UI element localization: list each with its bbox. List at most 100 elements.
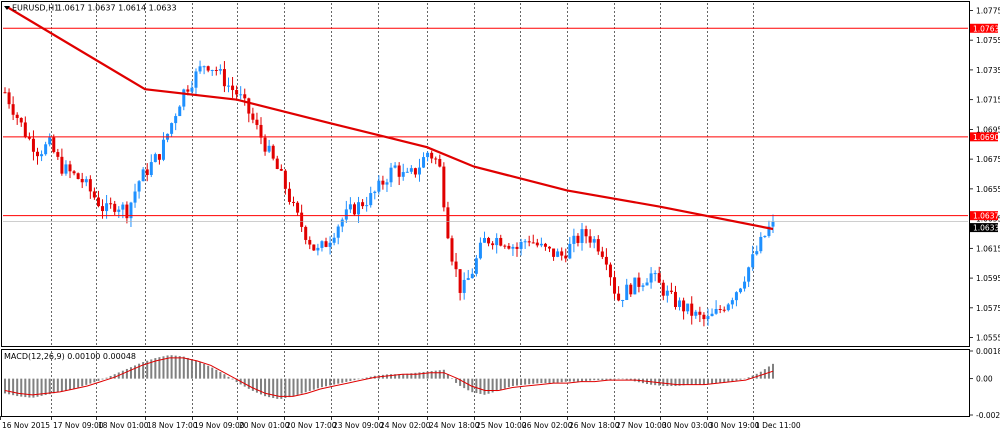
candle-body <box>759 236 763 252</box>
macd-histogram-bar <box>459 378 462 386</box>
candle-body <box>340 219 344 227</box>
price-tick-label: 1.0715 <box>976 96 1000 105</box>
macd-histogram-bar <box>308 378 311 391</box>
time-axis-label: 24 Nov 18:00 <box>429 421 480 430</box>
macd-histogram-bar <box>142 362 145 379</box>
candle-body <box>678 300 682 307</box>
macd-histogram-bar <box>589 378 592 381</box>
candle-body <box>535 242 539 246</box>
candle-body <box>109 203 113 205</box>
macd-histogram-bar <box>97 378 100 381</box>
candle-body <box>369 193 373 206</box>
macd-histogram-bar <box>520 378 523 386</box>
candle-body <box>543 243 547 247</box>
candle-body <box>88 179 92 192</box>
macd-histogram-bar <box>325 378 328 387</box>
candle-body <box>482 237 486 243</box>
candle-body <box>645 282 649 286</box>
candle-body <box>287 188 291 202</box>
candle-body <box>214 69 218 71</box>
macd-histogram-bar <box>174 355 177 379</box>
candle-body <box>617 293 621 301</box>
macd-histogram-bar <box>247 378 250 389</box>
candle-body <box>113 203 117 212</box>
macd-histogram-bar <box>60 378 63 392</box>
candle-body <box>730 300 734 305</box>
macd-histogram-bar <box>568 378 571 382</box>
candle-body <box>377 180 381 192</box>
price-tag-level <box>970 211 998 221</box>
candle-body <box>653 273 657 275</box>
candle-body <box>690 303 694 316</box>
candle-body <box>389 167 393 183</box>
macd-histogram-bar <box>438 370 441 379</box>
candle-body <box>487 237 491 244</box>
candle-body <box>747 267 751 282</box>
macd-histogram-bar <box>337 378 340 384</box>
macd-histogram-bar <box>56 378 59 393</box>
candle-body <box>137 181 141 192</box>
chart-menu-triangle-icon[interactable] <box>4 6 10 10</box>
macd-histogram-bar <box>430 371 433 379</box>
candle-body <box>417 167 421 175</box>
candle-body <box>64 164 68 174</box>
macd-histogram-bar <box>260 378 262 395</box>
macd-histogram-bar <box>203 363 206 379</box>
macd-histogram-bar <box>572 378 575 382</box>
candle-body <box>283 170 287 189</box>
macd-histogram-bar <box>499 378 502 390</box>
macd-histogram-bar <box>442 369 445 379</box>
macd-histogram-bar <box>231 378 234 380</box>
candlestick-series <box>3 60 775 327</box>
time-axis-label: 23 Nov 09:00 <box>333 421 384 430</box>
time-axis-label: 18 Nov 17:00 <box>147 421 198 430</box>
macd-histogram-bar <box>73 378 76 389</box>
time-axis-label: 1 Dec 11:00 <box>755 421 801 430</box>
candle-body <box>125 204 129 219</box>
candle-body <box>568 243 572 259</box>
macd-histogram-bar <box>410 373 413 379</box>
candle-body <box>641 285 645 287</box>
candle-body <box>251 113 255 120</box>
candle-body <box>117 209 121 212</box>
macd-histogram-bar <box>560 378 563 383</box>
macd-histogram-bar <box>605 378 608 381</box>
time-axis-label: 16 Nov 2015 <box>2 421 50 430</box>
time-axis: 16 Nov 2015 17 Nov 09:0018 Nov 01:0018 No… <box>0 416 801 430</box>
macd-histogram-bar <box>28 378 31 398</box>
time-axis-label: 30 Nov 03:00 <box>662 421 713 430</box>
macd-histogram-bar <box>743 378 746 380</box>
candle-body <box>495 237 499 246</box>
price-tick-label: 1.0775 <box>976 6 1000 15</box>
candle-body <box>503 245 507 247</box>
candle-body <box>267 145 271 152</box>
candle-body <box>344 209 348 220</box>
candle-body <box>743 281 747 289</box>
macd-histogram-bar <box>178 356 181 379</box>
candle-body <box>584 229 588 237</box>
candle-body <box>426 152 430 158</box>
macd-histogram-bar <box>105 377 108 379</box>
macd-histogram-bar <box>369 376 372 379</box>
macd-histogram-bar <box>365 377 368 379</box>
time-axis-label: 26 Nov 18:00 <box>569 421 620 430</box>
candle-body <box>438 158 442 167</box>
macd-histogram-bar <box>223 374 226 379</box>
candle-body <box>255 119 259 125</box>
macd-histogram-bar <box>727 378 730 382</box>
macd-histogram-bar <box>170 355 173 379</box>
candle-body <box>531 242 535 244</box>
candle-body <box>462 279 466 293</box>
candle-body <box>580 229 584 243</box>
macd-histogram-bar <box>621 378 624 380</box>
macd-histogram-bar <box>434 370 437 379</box>
candle-body <box>755 251 759 255</box>
price-tick-label: 1.0755 <box>976 36 1000 45</box>
macd-signal-line <box>4 357 774 397</box>
candle-body <box>328 242 332 247</box>
macd-histogram-bar <box>24 378 27 398</box>
macd-histogram-bar <box>731 378 734 382</box>
candle-body <box>222 69 226 87</box>
macd-histogram-bar <box>662 378 665 387</box>
